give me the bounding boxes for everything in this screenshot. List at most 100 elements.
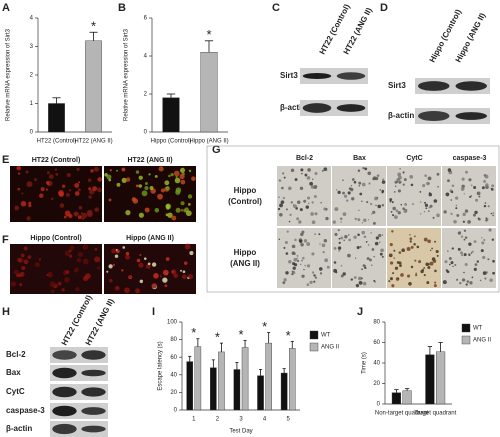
cell (179, 173, 185, 180)
cell (106, 270, 109, 273)
cell (340, 221, 342, 223)
cell (376, 196, 379, 199)
cell (464, 209, 469, 213)
cell (462, 220, 466, 223)
cell (121, 269, 124, 272)
cell (88, 187, 92, 191)
cell (109, 169, 113, 172)
cell (343, 194, 348, 198)
cell (55, 172, 59, 176)
cell (135, 170, 140, 174)
cell (325, 169, 328, 171)
y-tick-label: 4 (30, 16, 34, 22)
error-bar (290, 340, 294, 349)
cell (285, 208, 288, 211)
cell (434, 281, 437, 284)
cell (409, 237, 413, 241)
cell (468, 242, 472, 246)
cell (57, 190, 64, 196)
cell (19, 271, 25, 277)
cell (303, 199, 307, 203)
cell (448, 256, 452, 260)
cell (185, 210, 192, 217)
x-tick-label: HT22 (ANG II) (74, 139, 112, 145)
y-tick-label: 2 (144, 92, 148, 98)
cell (400, 203, 403, 206)
error-bar (166, 93, 176, 98)
bar (194, 346, 202, 411)
cell (363, 218, 367, 222)
cell (174, 177, 181, 184)
panel-label: E (2, 154, 9, 166)
cell (350, 278, 354, 281)
cell (403, 209, 408, 214)
cell (175, 207, 181, 213)
cell (428, 192, 433, 197)
cell (26, 216, 31, 221)
cell (324, 258, 329, 263)
cell (149, 185, 154, 190)
cell (402, 207, 405, 210)
y-axis-label: Relative mRNA expression of Sirt3 (6, 28, 12, 121)
cell (66, 173, 71, 178)
cell (139, 279, 144, 284)
cell (395, 185, 397, 187)
legend-label: ANG II (321, 345, 339, 351)
panel-label: F (2, 234, 9, 246)
cell (471, 250, 474, 253)
cell (164, 180, 170, 186)
cell (188, 274, 193, 280)
image-frame (206, 145, 500, 293)
cell (138, 262, 144, 268)
cell (88, 195, 92, 199)
cell (413, 243, 416, 246)
cell (309, 280, 313, 285)
cell (452, 265, 454, 268)
cell (489, 278, 493, 282)
error-bar (204, 40, 214, 53)
bar (280, 372, 288, 411)
cell (301, 274, 305, 278)
cell (482, 255, 486, 260)
cell (188, 203, 191, 206)
x-tick-label: 4 (263, 417, 267, 423)
cell (300, 263, 302, 266)
cell (76, 257, 82, 263)
cell (373, 279, 376, 282)
cell (381, 234, 384, 236)
cell (376, 174, 380, 178)
cell (392, 214, 395, 217)
cell (362, 166, 365, 170)
cell (436, 254, 439, 257)
cell (463, 238, 466, 241)
cell (371, 213, 373, 215)
cell (326, 265, 330, 269)
cell (492, 271, 495, 275)
cell (50, 289, 55, 294)
y-tick-label: 40 (373, 361, 380, 367)
cell (359, 245, 362, 248)
cell (154, 174, 158, 178)
blot-band (52, 367, 77, 379)
cell (456, 278, 459, 281)
cell (478, 195, 481, 198)
cell (442, 280, 447, 285)
cell (139, 253, 142, 257)
cell (82, 275, 89, 282)
cell (411, 203, 414, 206)
cell (468, 253, 470, 255)
cell (447, 168, 452, 172)
cell (282, 196, 286, 200)
cell (302, 256, 305, 260)
cell (92, 186, 98, 192)
cell (299, 186, 304, 190)
significance-mark: * (238, 327, 243, 342)
blot-band (81, 387, 106, 397)
cell (455, 204, 458, 207)
row-label: Bcl-2 (6, 350, 26, 359)
cell (340, 236, 344, 240)
cell (125, 254, 130, 260)
cell (482, 271, 487, 275)
y-tick-label: 4 (144, 54, 148, 60)
cell (422, 184, 426, 188)
